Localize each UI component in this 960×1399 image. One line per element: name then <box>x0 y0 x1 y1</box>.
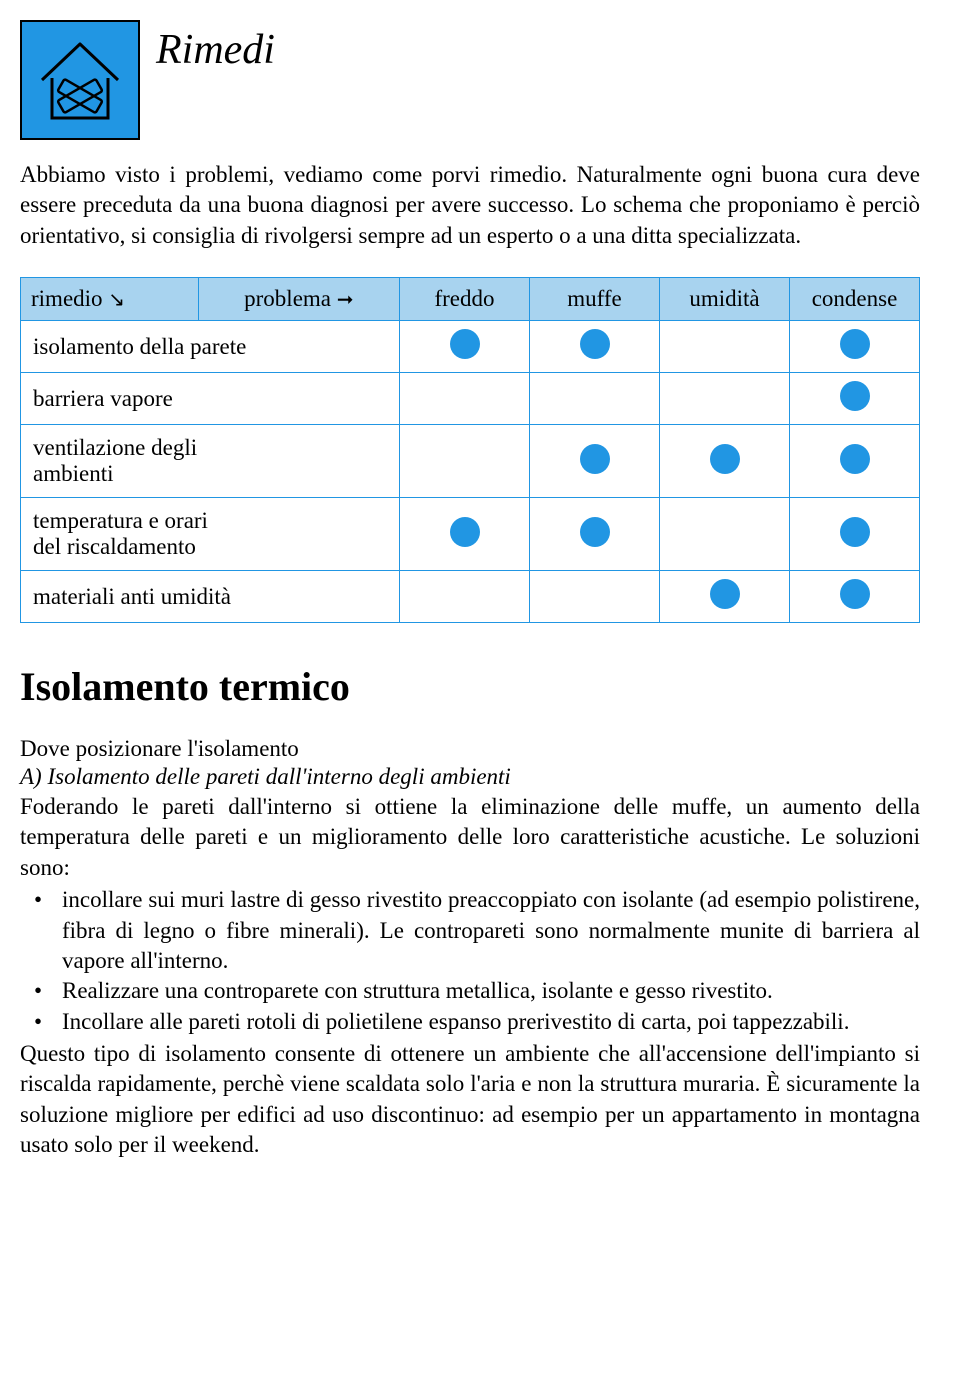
dot-icon <box>580 517 610 547</box>
col-header-freddo: freddo <box>400 278 530 321</box>
bullet-list: incollare sui muri lastre di gesso rives… <box>20 885 920 1037</box>
dot-icon <box>840 381 870 411</box>
col-header-problema: problema ➞ <box>198 278 399 321</box>
dot-icon <box>840 517 870 547</box>
matrix-cell <box>400 373 530 425</box>
intro-paragraph: Abbiamo visto i problemi, vediamo come p… <box>20 160 920 251</box>
matrix-cell <box>790 321 920 373</box>
dot-icon <box>450 517 480 547</box>
matrix-cell <box>790 425 920 498</box>
matrix-cell <box>400 498 530 571</box>
col-header-muffe: muffe <box>530 278 660 321</box>
matrix-cell <box>660 571 790 623</box>
dot-icon <box>710 444 740 474</box>
col-header-rimedio: rimedio ↘ <box>21 278 199 321</box>
matrix-cell <box>660 498 790 571</box>
dot-icon <box>840 579 870 609</box>
subhead-dove: Dove posizionare l'isolamento <box>20 736 920 762</box>
row-label: materiali anti umidità <box>21 571 400 623</box>
arrow-right-icon: ➞ <box>337 289 354 311</box>
table-row: ventilazione degliambienti <box>21 425 920 498</box>
matrix-cell <box>530 571 660 623</box>
sub-italic-a: A) Isolamento delle pareti dall'interno … <box>20 764 920 790</box>
dot-icon <box>710 579 740 609</box>
col-header-umidita: umidità <box>660 278 790 321</box>
matrix-cell <box>400 425 530 498</box>
dot-icon <box>840 444 870 474</box>
list-item: Realizzare una controparete con struttur… <box>20 976 920 1006</box>
matrix-cell <box>530 425 660 498</box>
section-heading-isolamento: Isolamento termico <box>20 663 920 710</box>
matrix-cell <box>400 321 530 373</box>
rimedio-problema-table: rimedio ↘ problema ➞ freddo muffe umidit… <box>20 277 920 623</box>
row-label: temperatura e oraridel riscaldamento <box>21 498 400 571</box>
list-item: incollare sui muri lastre di gesso rives… <box>20 885 920 976</box>
table-row: barriera vapore <box>21 373 920 425</box>
table-row: temperatura e oraridel riscaldamento <box>21 498 920 571</box>
arrow-down-icon: ↘ <box>108 289 125 311</box>
table-row: materiali anti umidità <box>21 571 920 623</box>
row-label: ventilazione degliambienti <box>21 425 400 498</box>
col-header-condense: condense <box>790 278 920 321</box>
matrix-cell <box>530 373 660 425</box>
matrix-cell <box>400 571 530 623</box>
matrix-cell <box>660 425 790 498</box>
matrix-cell <box>790 498 920 571</box>
matrix-cell <box>530 498 660 571</box>
dot-icon <box>580 444 610 474</box>
matrix-cell <box>790 373 920 425</box>
body-para-2: Questo tipo di isolamento consente di ot… <box>20 1039 920 1160</box>
matrix-cell <box>660 321 790 373</box>
matrix-cell <box>530 321 660 373</box>
page-title: Rimedi <box>156 20 275 74</box>
row-label: isolamento della parete <box>21 321 400 373</box>
dot-icon <box>450 329 480 359</box>
table-row: isolamento della parete <box>21 321 920 373</box>
dot-icon <box>580 329 610 359</box>
body-para-1: Foderando le pareti dall'interno si otti… <box>20 792 920 883</box>
rimedi-house-icon <box>20 20 140 140</box>
matrix-cell <box>790 571 920 623</box>
dot-icon <box>840 329 870 359</box>
list-item: Incollare alle pareti rotoli di polietil… <box>20 1007 920 1037</box>
row-label: barriera vapore <box>21 373 400 425</box>
matrix-cell <box>660 373 790 425</box>
